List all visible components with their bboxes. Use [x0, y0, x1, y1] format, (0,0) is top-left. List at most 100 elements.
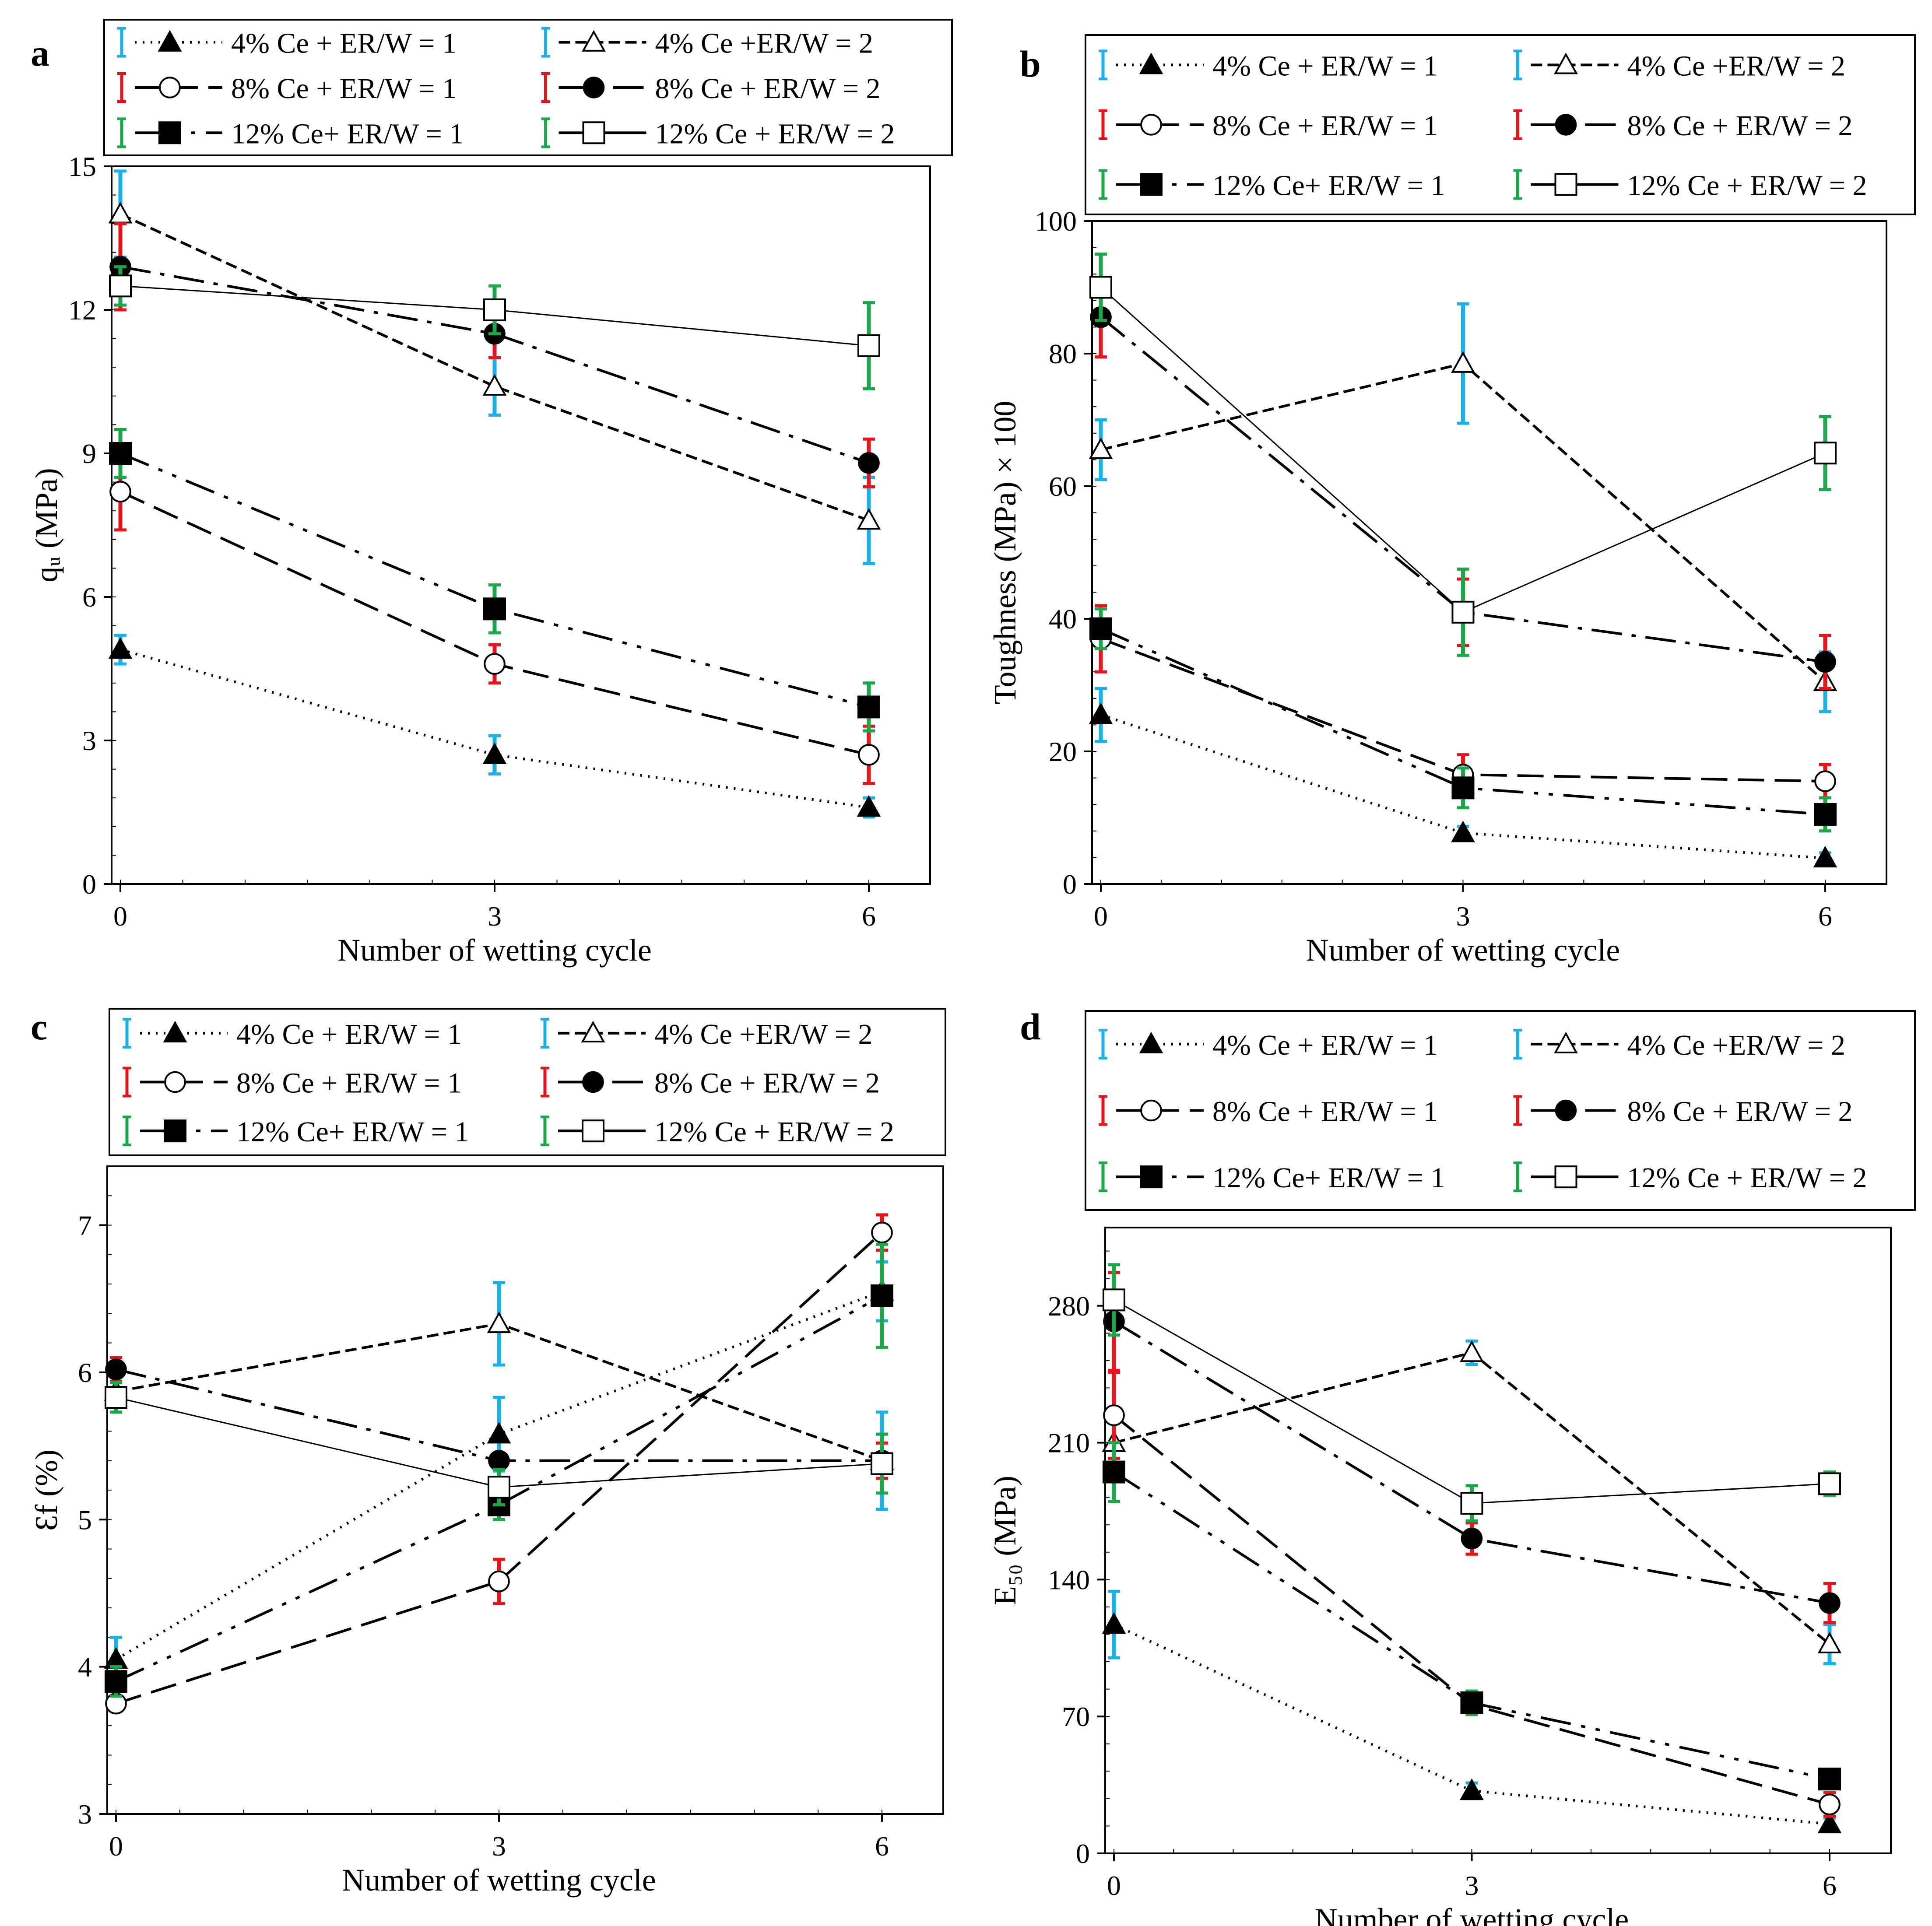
- data-point-12ce_er2: [871, 1452, 893, 1475]
- data-point-12ce_er1: [1460, 1691, 1483, 1714]
- legend-label: 12% Ce+ ER/W = 1: [236, 1116, 469, 1148]
- legend-marker: [582, 30, 606, 52]
- data-point-12ce_er1: [857, 695, 880, 719]
- legend-item-12ce_er2: 12% Ce + ER/W = 2: [1513, 169, 1867, 202]
- legend-marker: [163, 1021, 187, 1043]
- data-point-4ce_er1: [1102, 1612, 1126, 1634]
- legend-errbar-icon: [541, 27, 550, 58]
- data-point-12ce_er2: [1460, 1492, 1483, 1515]
- legend-item-4ce_er1: 4% Ce + ER/W = 1: [117, 27, 457, 60]
- series-line: [1113, 1414, 1830, 1806]
- series-12ce_er1: [109, 428, 880, 733]
- data-point-8ce_er1: [109, 481, 131, 503]
- legend-marker: [582, 121, 605, 144]
- series-line: [119, 452, 869, 709]
- legend-item-8ce_er1: 8% Ce + ER/W = 1: [123, 1066, 462, 1099]
- legend-errbar-icon: [1513, 49, 1522, 81]
- plot-frame: [1091, 220, 1887, 885]
- legend-errbar-icon: [541, 117, 550, 148]
- series-line: [115, 1295, 883, 1683]
- legend-label: 8% Ce + ER/W = 2: [1627, 1096, 1853, 1128]
- legend-item-12ce_er1: 12% Ce+ ER/W = 1: [117, 117, 464, 150]
- y-tick-label: 6: [82, 582, 96, 613]
- data-point-8ce_er1: [1103, 1404, 1125, 1426]
- x-axis-title: Number of wetting cycle: [1306, 933, 1620, 968]
- legend-marker: [164, 1119, 186, 1143]
- legend-label: 12% Ce+ ER/W = 1: [1212, 1162, 1445, 1194]
- legend-item-12ce_er2: 12% Ce + ER/W = 2: [541, 117, 895, 150]
- legend-marker: [159, 77, 181, 98]
- data-point-12ce_er1: [1814, 803, 1837, 826]
- legend-label: 12% Ce + ER/W = 2: [1627, 170, 1867, 202]
- data-point-8ce_er2: [488, 1449, 510, 1472]
- y-tick-label: 0: [1076, 1838, 1090, 1869]
- legend-item-4ce_er2: 4% Ce +ER/W = 2: [1513, 49, 1845, 82]
- x-tick-label: 0: [1094, 901, 1108, 932]
- data-point-12ce_er2: [1103, 1288, 1125, 1312]
- y-tick-label: 3: [82, 725, 96, 756]
- data-point-4ce_er2: [1460, 1340, 1484, 1362]
- data-point-12ce_er1: [871, 1284, 893, 1307]
- series-8ce_er2: [109, 222, 880, 489]
- legend-item-4ce_er2: 4% Ce +ER/W = 2: [541, 27, 873, 60]
- x-tick-label: 0: [1107, 1870, 1121, 1901]
- legend-marker: [1140, 1165, 1163, 1189]
- legend-marker: [158, 30, 182, 52]
- panel-b: b 0 20 40 60 80 100 0 3 6 Number of wetting cycle T…: [987, 34, 1916, 968]
- legend-label: 8% Ce + ER/W = 2: [655, 73, 881, 105]
- legend-item-8ce_er2: 8% Ce + ER/W = 2: [1513, 1095, 1853, 1128]
- legend-label: 4% Ce + ER/W = 1: [1212, 1029, 1438, 1061]
- data-point-12ce_er1: [1103, 1460, 1125, 1484]
- data-point-12ce_er2: [1818, 1472, 1841, 1495]
- legend-errbar-icon: [1513, 169, 1522, 200]
- y-axis-title: qᵤ (MPa): [29, 468, 64, 582]
- legend-box: [103, 19, 953, 156]
- legend-marker: [164, 1071, 186, 1093]
- data-point-8ce_er1: [1814, 770, 1836, 792]
- legend-label: 8% Ce + ER/W = 1: [1212, 1096, 1438, 1128]
- y-tick-label: 9: [82, 438, 96, 469]
- data-point-4ce_er2: [108, 202, 133, 224]
- x-tick-label: 6: [1823, 1870, 1837, 1901]
- y-tick-label: 6: [78, 1357, 92, 1388]
- legend-errbar-icon: [1099, 1095, 1107, 1126]
- legend-item-4ce_er1: 4% Ce + ER/W = 1: [1099, 49, 1438, 82]
- data-point-4ce_er2: [1451, 351, 1475, 373]
- legend-errbar-icon: [541, 1066, 549, 1098]
- data-point-8ce_er1: [858, 744, 880, 766]
- data-point-12ce_er1: [1818, 1768, 1841, 1791]
- legend-marker: [582, 1071, 604, 1093]
- legend-box: [1085, 34, 1916, 215]
- data-point-12ce_er2: [1089, 276, 1112, 299]
- y-tick-label: 140: [1048, 1564, 1090, 1595]
- data-point-8ce_er2: [1461, 1527, 1483, 1550]
- legend-errbar-icon: [123, 1017, 131, 1049]
- series-8ce_er1: [1103, 1371, 1841, 1818]
- series-line: [119, 213, 870, 522]
- legend-marker: [158, 121, 181, 144]
- series-line: [1114, 1299, 1830, 1504]
- data-point-8ce_er1: [484, 653, 506, 675]
- x-tick-label: 3: [1465, 1870, 1479, 1901]
- y-tick-label: 7: [78, 1210, 92, 1241]
- data-point-8ce_er1: [1819, 1793, 1841, 1816]
- legend-item-8ce_er1: 8% Ce + ER/W = 1: [117, 72, 457, 105]
- series-8ce_er2: [1103, 1271, 1841, 1624]
- data-point-4ce_er2: [482, 374, 507, 396]
- legend-item-8ce_er1: 8% Ce + ER/W = 1: [1099, 109, 1438, 142]
- series-4ce_er1: [108, 633, 881, 819]
- legend-marker: [1554, 53, 1578, 74]
- legend-item-12ce_er2: 12% Ce + ER/W = 2: [541, 1116, 894, 1148]
- legend-label: 8% Ce + ER/W = 1: [236, 1067, 462, 1099]
- data-point-4ce_er1: [482, 742, 507, 764]
- legend-label: 8% Ce + ER/W = 2: [1627, 110, 1853, 142]
- panel-d: d 0 70 140 210 280 0 3 6 Number of wetting cycle E…: [987, 1006, 1916, 1926]
- data-point-4ce_er2: [857, 508, 881, 530]
- legend-marker: [583, 77, 605, 98]
- legend-errbar-icon: [1513, 1028, 1522, 1059]
- x-tick-label: 6: [862, 901, 876, 932]
- data-point-4ce_er1: [487, 1422, 511, 1444]
- y-tick-label: 0: [1063, 869, 1077, 900]
- y-axis-title: E₅₀ (MPa): [987, 1476, 1022, 1605]
